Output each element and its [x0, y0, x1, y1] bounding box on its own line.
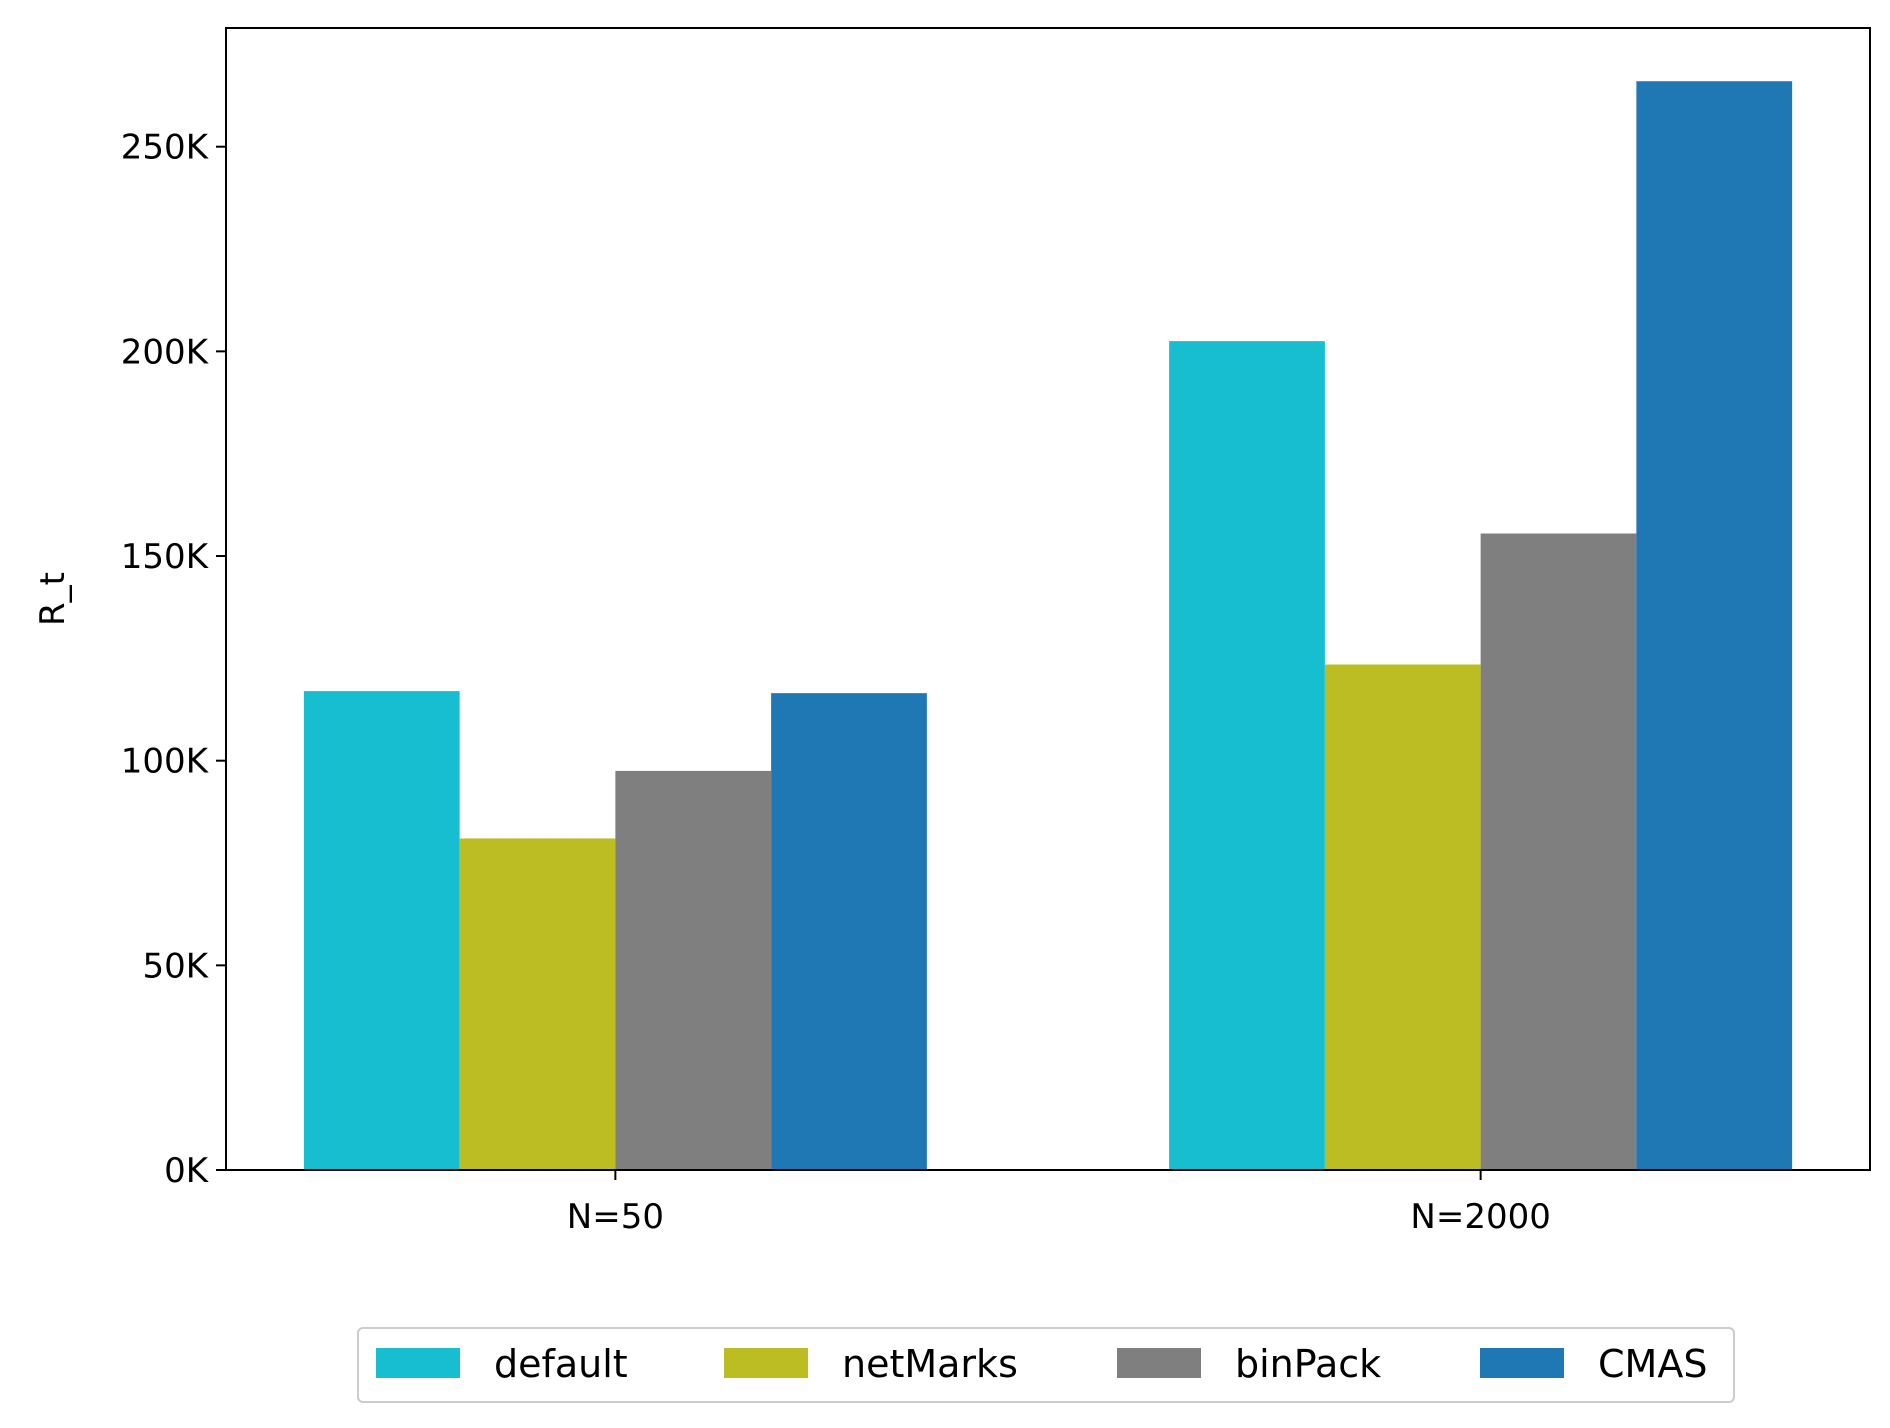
axes-layer	[225, 27, 1871, 1171]
bars-layer	[303, 81, 1793, 1171]
x-tick-label: N=50	[567, 1197, 664, 1237]
x-tick-label: N=2000	[1410, 1197, 1550, 1237]
bar-binPack-N=2000	[1480, 533, 1637, 1170]
y-tick-label: 0K	[164, 1151, 210, 1191]
legend-swatch-default	[376, 1348, 460, 1378]
bar-netMarks-N=50	[459, 838, 616, 1170]
y-axis: 0K 50K 100K 150K 200K 250K	[121, 128, 226, 1191]
legend-swatch-binPack	[1117, 1348, 1201, 1378]
bar-default-N=2000	[1169, 341, 1325, 1170]
plot-frame	[225, 27, 1871, 1171]
legend-label-binPack: binPack	[1235, 1342, 1381, 1386]
legend-swatch-CMAS	[1480, 1348, 1564, 1378]
y-tick-label: 150K	[121, 537, 210, 577]
legend: default netMarks binPack CMAS	[357, 1327, 1735, 1403]
bar-netMarks-N=2000	[1324, 664, 1481, 1170]
y-tick-label: 200K	[121, 332, 210, 372]
bar-binPack-N=50	[615, 770, 772, 1170]
bar-CMAS-N=50	[771, 693, 927, 1170]
y-axis-title: R_t	[33, 572, 73, 626]
legend-label-CMAS: CMAS	[1598, 1342, 1707, 1386]
legend-frame	[357, 1327, 1735, 1403]
bar-CMAS-N=2000	[1636, 81, 1793, 1171]
bar-default-N=50	[303, 691, 460, 1170]
y-tick-label: 50K	[142, 946, 209, 986]
y-tick-label: 100K	[121, 742, 210, 782]
legend-label-default: default	[494, 1342, 628, 1386]
x-axis: N=50 N=2000	[567, 1170, 1551, 1237]
legend-label-netMarks: netMarks	[842, 1342, 1018, 1386]
y-tick-label: 250K	[121, 128, 210, 168]
legend-swatch-netMarks	[724, 1348, 808, 1378]
